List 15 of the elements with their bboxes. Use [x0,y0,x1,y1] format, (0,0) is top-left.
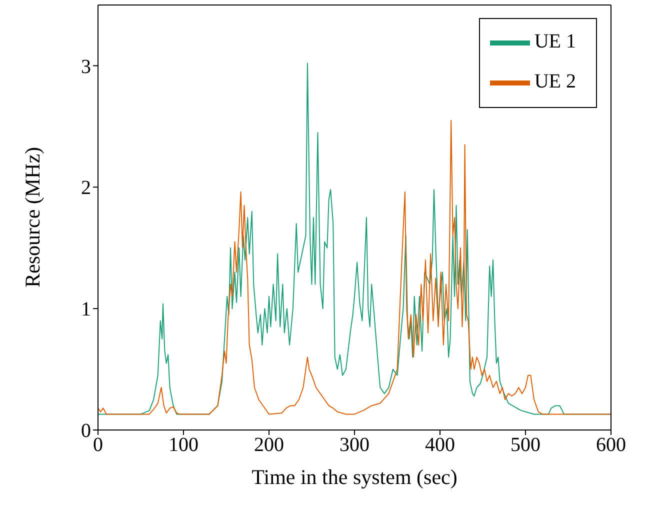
legend-label: UE 1 [534,30,576,53]
line-series [98,120,611,415]
x-tick-label: 400 [425,434,455,456]
legend-label: UE 2 [534,70,576,93]
y-axis-title: Resource (MHz) [20,146,44,288]
x-tick-label: 300 [340,434,370,456]
y-tick-label: 0 [81,420,91,442]
x-tick-label: 600 [596,434,626,456]
x-axis-title: Time in the system (sec) [252,465,458,489]
x-tick-label: 200 [254,434,284,456]
x-tick-label: 500 [510,434,540,456]
y-tick-label: 2 [81,177,91,200]
y-tick-label: 1 [81,298,91,321]
y-tick-label: 3 [81,56,91,78]
x-tick-label: 100 [168,434,198,456]
